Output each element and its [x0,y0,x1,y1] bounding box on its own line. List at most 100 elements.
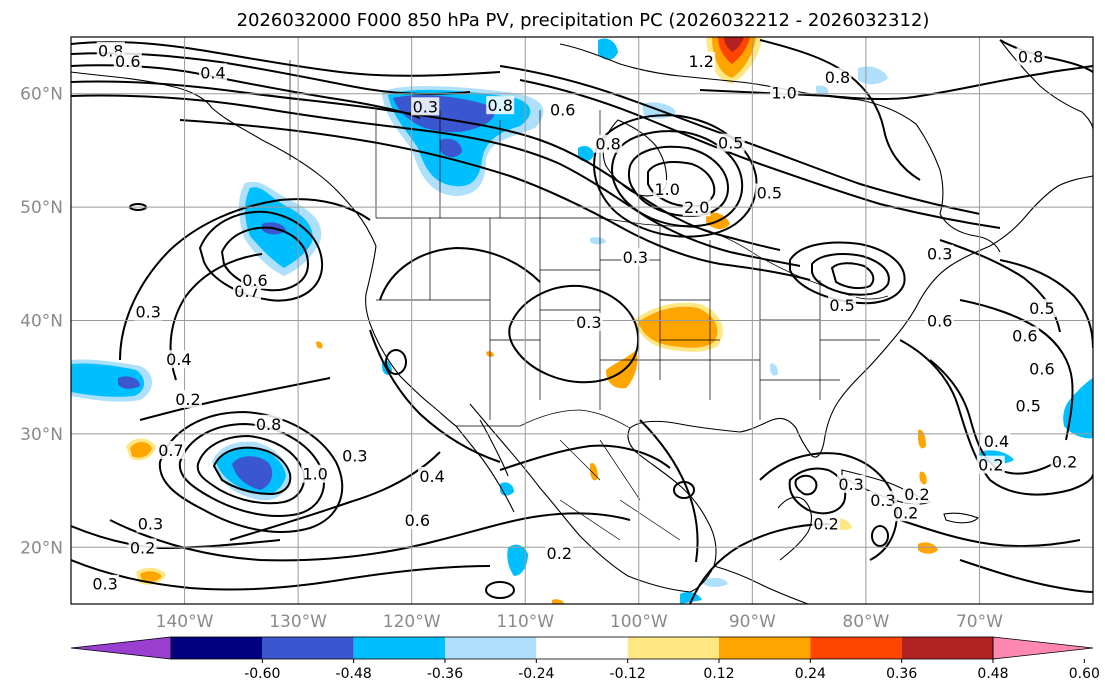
svg-text:0.3: 0.3 [838,475,863,494]
contour-pacific-bottom [485,581,515,599]
contour-label: 0.8 [594,134,623,154]
contour-label: 0.3 [91,574,120,594]
svg-text:1.0: 1.0 [654,180,679,199]
contour-label: 0.3 [136,514,165,534]
colorbar-swatch [901,637,993,659]
contour-label: 0.2 [1050,452,1079,471]
svg-text:0.4: 0.4 [166,350,191,369]
shade-positive-bottom [552,599,564,604]
contour-greenland-0.8 [999,39,1093,73]
contour-great-lakes-low-core [830,262,875,290]
contour-label: 0.5 [755,183,784,202]
contour-label: 0.3 [411,97,440,116]
contour-label: 0.2 [173,389,202,409]
contour-0.8-north [71,41,501,77]
contour-label: 0.6 [403,511,432,530]
shade-negative-pacific-south-inner [232,456,273,490]
svg-text:0.5: 0.5 [1016,397,1041,416]
lon-tick-label: 70°W [956,612,1003,632]
colorbar-swatch [262,637,354,659]
lon-tick-label: 130°W [269,612,327,632]
contour-hudson-low-outer [593,114,758,238]
svg-text:0.2: 0.2 [893,503,918,522]
contour-atlantic-0.2b [959,559,1093,593]
contour-subtropical-0.2 [71,525,281,550]
svg-text:0.4: 0.4 [200,63,225,82]
contour-hudson-low-mid [611,130,744,228]
contour-label: 0.3 [134,302,163,322]
svg-text:0.8: 0.8 [825,68,850,87]
contour-midwest-0.3 [508,284,640,384]
coastline-baja-gulf [479,419,509,477]
shade-negative-west-pacific-inner [118,376,140,389]
colorbar-swatch [536,637,628,659]
contour-label: 0.4 [164,350,193,369]
contour-jet-5 [519,79,1001,229]
colorbar-tick-label: 0.60 [1069,666,1100,682]
lon-tick-label: 110°W [496,612,554,632]
svg-text:0.5: 0.5 [757,183,782,202]
contour-atlantic-0.4 [929,359,1061,475]
contour-label: 0.2 [545,544,574,563]
contour-label: 0.5 [828,295,857,315]
border-canada-provinces [375,110,601,218]
contour-label: 1.2 [687,52,716,71]
map-frame [70,36,1094,605]
lat-tick-label: 50°N [20,198,63,218]
contour-labels: 0.8 0.6 0.4 0.3 0.8 0.6 1.2 1.0 0.8 0.8 0.8 0.5 1.0 2… [91,41,1079,594]
contour-label: 0.2 [891,503,920,522]
contour-pacific-south-high-inner [196,434,305,505]
colorbar-tick-label: 0.36 [886,666,917,682]
contour-label: 0.5 [1027,299,1056,318]
svg-text:0.6: 0.6 [550,101,575,120]
contour-label: 0.3 [925,244,954,264]
contour-pacific-0.3 [119,198,371,361]
svg-text:0.3: 0.3 [623,248,648,267]
coastline-north-islands [559,43,917,125]
svg-text:0.8: 0.8 [256,415,281,434]
lon-tick-label: 80°W [842,612,889,632]
shade-positive-gulf [919,471,927,485]
contour-jet-2 [71,94,801,267]
svg-text:0.8: 0.8 [488,96,513,115]
map-panel: 0.8 0.6 0.4 0.3 0.8 0.6 1.2 1.0 0.8 0.8 0.8 0.5 1.0 2… [70,36,1094,605]
contour-label: 0.2 [128,538,157,557]
svg-text:0.5: 0.5 [1029,299,1054,318]
coastline-east-canada [989,175,1093,247]
contour-label: 0.6 [1027,359,1056,378]
contour-pacific-south-high-core [212,446,292,496]
colorbar-swatch [171,637,263,659]
colorbar-swatch [627,637,719,659]
contour-pacific-south-high-mid [178,422,325,517]
colorbar-tick-label: 0.12 [703,666,734,682]
lon-tick-label: 140°W [156,612,214,632]
latitude-tick-labels: 60°N 50°N 40°N 30°N 20°N [20,85,63,559]
shade-positive-north-center [724,37,744,52]
contour-label: 0.5 [716,133,745,153]
contour-pacific-south-high-outer [158,410,344,533]
coastline-hispaniola [943,512,979,524]
contour-label: 0.6 [240,270,269,290]
contour-label: 0.8 [1016,47,1045,66]
svg-text:0.5: 0.5 [829,296,854,315]
coastline-west-usa [365,245,457,427]
svg-text:0.3: 0.3 [576,313,601,332]
contour-caribbean-0.3 [788,467,847,515]
contour-nevada-small [385,349,407,375]
contour-label: 0.2 [902,485,931,504]
contour-west-basin-2 [369,329,501,463]
shade-negative-florida [770,363,778,376]
colorbar-extend-low [70,636,172,660]
contour-east-0.5 [999,259,1093,349]
svg-text:0.8: 0.8 [595,135,620,154]
svg-text:2.0: 2.0 [684,198,709,217]
svg-text:0.3: 0.3 [92,575,117,594]
svg-text:1.0: 1.0 [302,465,327,484]
shade-positive-pacific-sw-core [130,442,152,458]
contour-jet-1 [71,80,781,251]
colorbar-frame [170,636,994,660]
shade-negative-pacific-bottom-2 [704,577,728,587]
svg-text:0.2: 0.2 [1052,452,1077,471]
shade-negative-north-atlantic [1063,378,1093,439]
svg-text:0.6: 0.6 [242,271,267,290]
